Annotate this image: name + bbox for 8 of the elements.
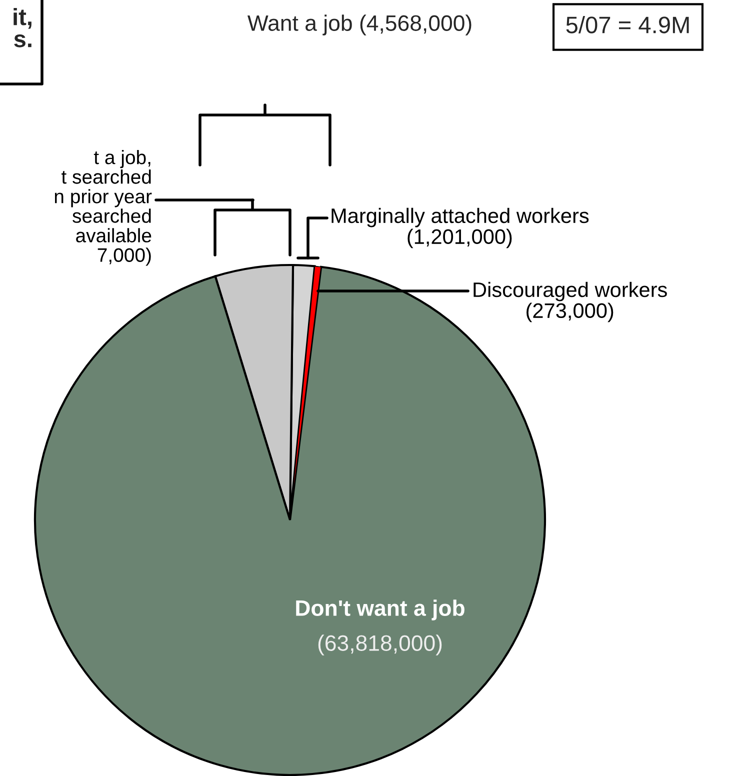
legend-label: t a job, t searched n prior year searched available 7,000) — [54, 150, 152, 266]
slice-label: Don't want a job — [296, 600, 464, 620]
text: Want a job (4,568,000) — [247, 14, 472, 36]
data-label: (63,818,000) — [318, 634, 442, 656]
slice-label: Marginally attached workers (1,201,000) — [332, 208, 589, 248]
text: it, s. — [14, 8, 32, 48]
slice-label: Discouraged workers (273,000) — [474, 282, 667, 322]
text: 5/07 = 4.9M — [566, 16, 689, 34]
